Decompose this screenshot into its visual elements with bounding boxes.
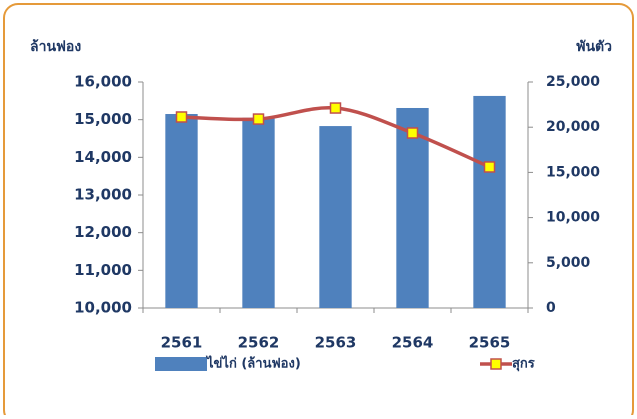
bar [473, 95, 506, 308]
marker [406, 127, 419, 139]
bar [165, 114, 198, 309]
frame [3, 3, 634, 419]
y-tick-label: 12,000 [74, 223, 132, 241]
y-tick-label: 15,000 [74, 110, 132, 128]
y2-tick-label: 5,000 [546, 255, 591, 271]
marker [175, 111, 188, 123]
y2-axis-title: พันตัว [576, 39, 612, 55]
y2-tick-label: 20,000 [546, 119, 600, 135]
bar [242, 117, 275, 309]
marker [252, 113, 265, 125]
marker [329, 102, 342, 114]
y2-tick-label: 15,000 [546, 164, 600, 180]
x-tick-label: 2562 [238, 334, 280, 352]
y2-tick-label: 25,000 [546, 74, 600, 90]
y-tick-label: 10,000 [74, 299, 132, 317]
y-tick-label: 16,000 [74, 73, 132, 91]
x-tick-label: 2564 [392, 334, 434, 352]
x-tick-label: 2563 [315, 334, 357, 352]
y-tick-label: 11,000 [74, 261, 132, 279]
y-tick-label: 13,000 [74, 186, 132, 204]
legend-label: ไข่ไก่ (ล้านฟอง) [205, 355, 301, 372]
y-tick-label: 14,000 [74, 148, 132, 166]
legend-marker [490, 358, 502, 370]
x-tick-label: 2561 [161, 334, 203, 352]
legend-label: สุกร [512, 357, 535, 372]
y2-tick-label: 10,000 [546, 210, 600, 226]
y2-tick-label: 0 [546, 300, 556, 316]
bar [319, 126, 352, 308]
bar [396, 107, 429, 309]
legend-swatch [155, 357, 207, 371]
marker [483, 161, 496, 173]
y-axis-title: ล้านฟอง [30, 39, 81, 55]
x-tick-label: 2565 [469, 334, 511, 352]
